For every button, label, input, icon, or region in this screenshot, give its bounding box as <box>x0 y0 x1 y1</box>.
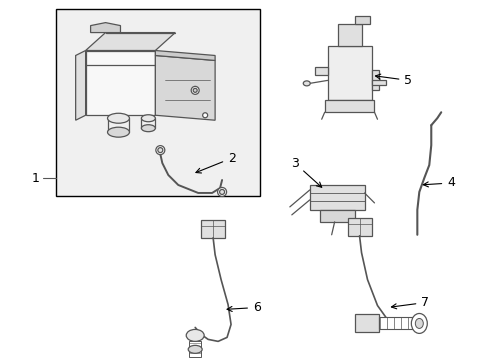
Ellipse shape <box>303 81 309 86</box>
Bar <box>189 341 201 357</box>
Bar <box>309 185 364 210</box>
Bar <box>347 218 371 236</box>
Bar <box>379 318 416 329</box>
Bar <box>201 220 224 238</box>
Bar <box>371 71 379 90</box>
Ellipse shape <box>193 88 197 92</box>
Text: 3: 3 <box>290 157 321 187</box>
Bar <box>354 315 379 332</box>
Ellipse shape <box>107 113 129 123</box>
Ellipse shape <box>141 115 155 122</box>
Text: 1: 1 <box>32 171 40 185</box>
Ellipse shape <box>202 113 207 118</box>
Ellipse shape <box>107 127 129 137</box>
Bar <box>314 67 327 75</box>
Ellipse shape <box>410 314 427 333</box>
Polygon shape <box>85 32 175 50</box>
Bar <box>56 9 260 196</box>
Polygon shape <box>155 55 215 120</box>
Text: 5: 5 <box>375 74 411 87</box>
Bar <box>324 100 374 112</box>
Bar <box>327 45 371 100</box>
Ellipse shape <box>186 329 203 341</box>
Text: 6: 6 <box>226 301 260 314</box>
Ellipse shape <box>141 125 155 132</box>
Polygon shape <box>76 50 85 120</box>
Ellipse shape <box>191 86 199 94</box>
Ellipse shape <box>219 189 224 194</box>
Ellipse shape <box>158 148 163 153</box>
Ellipse shape <box>188 345 202 353</box>
Text: 2: 2 <box>196 152 235 173</box>
Bar <box>371 80 386 85</box>
Polygon shape <box>85 50 155 115</box>
Ellipse shape <box>414 319 423 328</box>
Ellipse shape <box>217 188 226 197</box>
Polygon shape <box>155 50 215 60</box>
Polygon shape <box>90 23 120 32</box>
Ellipse shape <box>156 146 164 154</box>
Polygon shape <box>354 15 369 24</box>
Bar <box>337 24 361 45</box>
Bar <box>319 210 354 222</box>
Text: 7: 7 <box>390 296 428 309</box>
Text: 4: 4 <box>423 176 454 189</box>
